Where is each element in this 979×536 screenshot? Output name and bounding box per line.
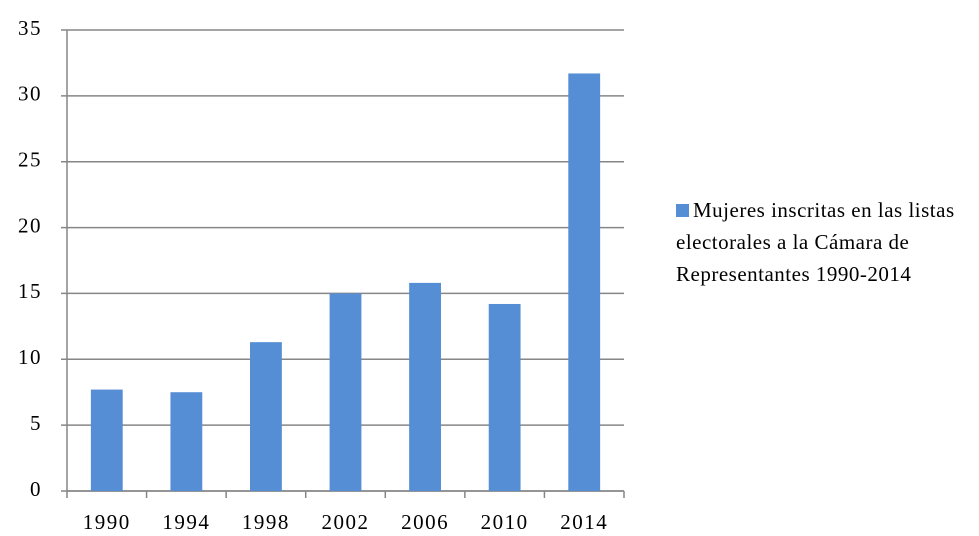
y-tick-label: 10 xyxy=(18,345,42,369)
bar xyxy=(568,73,601,492)
y-tick-label: 15 xyxy=(18,279,42,303)
y-tick-label: 25 xyxy=(18,148,42,172)
y-tick-label: 30 xyxy=(18,82,42,106)
x-tick-label: 2006 xyxy=(401,510,449,534)
bar xyxy=(409,282,441,491)
legend-label: Mujeres inscritas en las listas electora… xyxy=(676,198,955,286)
bar xyxy=(250,342,282,491)
y-tick-label: 20 xyxy=(18,213,42,237)
bar xyxy=(329,293,362,491)
y-tick-label: 5 xyxy=(30,411,42,435)
x-tick-label: 1994 xyxy=(162,510,210,534)
x-tick-label: 1990 xyxy=(83,510,131,534)
bar xyxy=(488,303,521,491)
x-tick-label: 1998 xyxy=(242,510,290,534)
bar xyxy=(170,392,203,491)
x-tick-label: 2002 xyxy=(322,510,370,534)
x-tick-label: 2010 xyxy=(481,510,529,534)
y-tick-label: 35 xyxy=(18,16,42,40)
legend-swatch xyxy=(676,204,689,217)
bar xyxy=(90,389,123,491)
y-tick-label: 0 xyxy=(30,477,42,501)
x-tick-label: 2014 xyxy=(560,510,608,534)
legend: Mujeres inscritas en las listas electora… xyxy=(676,194,976,290)
